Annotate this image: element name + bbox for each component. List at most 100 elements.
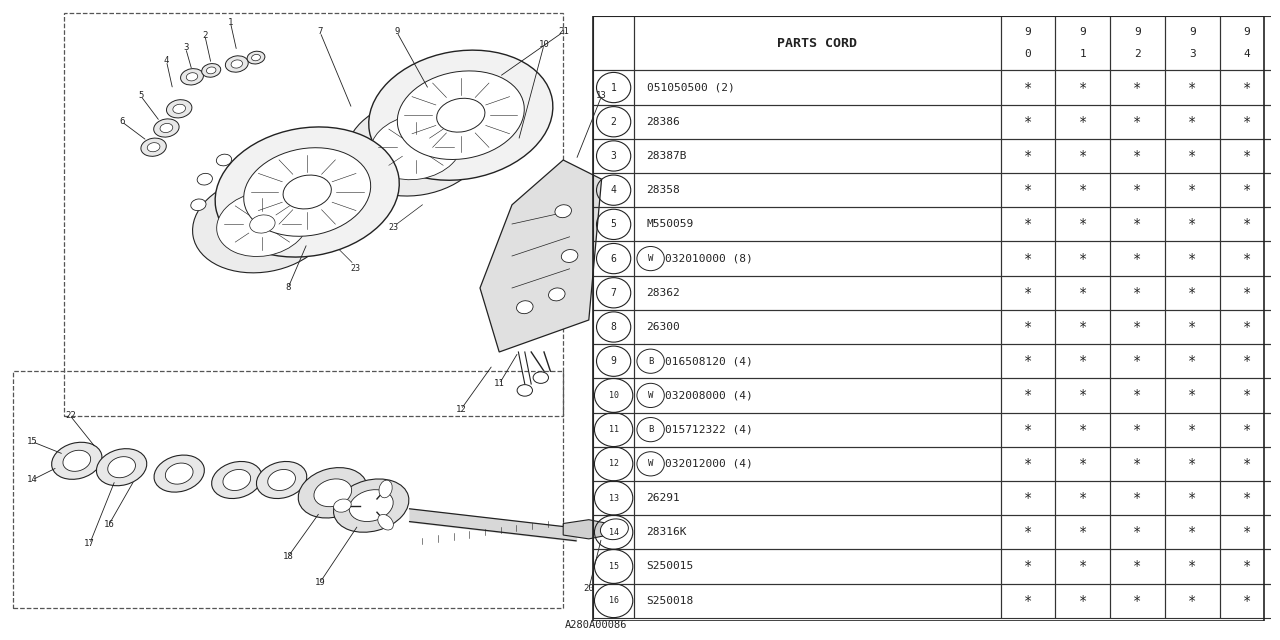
Bar	[1220, 413, 1275, 447]
Bar	[634, 105, 1001, 139]
Text: 9: 9	[1134, 28, 1140, 37]
Bar	[634, 173, 1001, 207]
Text: 12: 12	[608, 460, 618, 468]
Bar	[593, 584, 634, 618]
Bar	[1220, 378, 1275, 413]
Text: 051050500 (2): 051050500 (2)	[646, 83, 735, 93]
Bar	[1165, 139, 1220, 173]
Text: *: *	[1243, 525, 1252, 540]
Bar	[634, 481, 1001, 515]
Ellipse shape	[549, 288, 564, 301]
Text: *: *	[1024, 218, 1032, 232]
Ellipse shape	[215, 127, 399, 257]
Text: 4: 4	[611, 185, 617, 195]
Text: 7: 7	[317, 28, 323, 36]
Text: 14: 14	[608, 528, 618, 537]
Bar	[634, 413, 1001, 447]
Text: *: *	[1024, 354, 1032, 368]
Bar	[1001, 70, 1055, 105]
Text: *: *	[1188, 559, 1197, 573]
Ellipse shape	[600, 519, 628, 540]
Bar	[1055, 515, 1110, 549]
Bar	[1165, 70, 1220, 105]
Bar	[1001, 481, 1055, 515]
Text: 5: 5	[138, 92, 143, 100]
Bar	[1001, 413, 1055, 447]
Bar	[1110, 481, 1165, 515]
Text: *: *	[1133, 149, 1142, 163]
Bar	[1110, 241, 1165, 276]
Text: *: *	[1024, 422, 1032, 436]
Bar	[1110, 378, 1165, 413]
Text: *: *	[1079, 149, 1087, 163]
Text: *: *	[1079, 491, 1087, 505]
Text: 12: 12	[456, 405, 466, 414]
Bar	[1001, 344, 1055, 378]
Text: *: *	[1243, 491, 1252, 505]
Bar	[1001, 207, 1055, 241]
Text: *: *	[1024, 388, 1032, 403]
Text: *: *	[1188, 115, 1197, 129]
Bar	[1055, 70, 1110, 105]
Text: *: *	[1133, 559, 1142, 573]
Text: 26300: 26300	[646, 322, 680, 332]
Text: 016508120 (4): 016508120 (4)	[666, 356, 753, 366]
Text: 14: 14	[27, 476, 37, 484]
Bar	[634, 241, 1001, 276]
Bar	[593, 70, 634, 105]
Text: 15: 15	[27, 437, 37, 446]
Text: *: *	[1188, 354, 1197, 368]
Text: *: *	[1188, 491, 1197, 505]
Bar	[1001, 310, 1055, 344]
Ellipse shape	[165, 463, 193, 484]
Text: *: *	[1188, 422, 1197, 436]
Ellipse shape	[250, 215, 275, 233]
Text: *: *	[1024, 594, 1032, 607]
Ellipse shape	[108, 457, 136, 477]
Ellipse shape	[243, 148, 371, 236]
Text: *: *	[1243, 81, 1252, 95]
Text: 13: 13	[596, 92, 607, 100]
Text: 26291: 26291	[646, 493, 680, 503]
Text: 3: 3	[1189, 49, 1196, 59]
Text: *: *	[1133, 422, 1142, 436]
Bar	[1220, 584, 1275, 618]
Ellipse shape	[283, 175, 332, 209]
Bar	[1055, 173, 1110, 207]
Bar	[593, 344, 634, 378]
Bar	[1055, 584, 1110, 618]
Bar	[593, 276, 634, 310]
Text: *: *	[1188, 388, 1197, 403]
Bar	[1110, 515, 1165, 549]
Bar	[1165, 378, 1220, 413]
Ellipse shape	[154, 455, 205, 492]
Text: *: *	[1133, 115, 1142, 129]
Bar	[1165, 584, 1220, 618]
Text: 6: 6	[611, 253, 617, 264]
Text: 2: 2	[611, 116, 617, 127]
Text: 15: 15	[608, 562, 618, 571]
Bar	[1055, 139, 1110, 173]
Text: *: *	[1024, 491, 1032, 505]
Text: *: *	[1188, 81, 1197, 95]
Bar	[1055, 344, 1110, 378]
Text: *: *	[1188, 320, 1197, 334]
Ellipse shape	[397, 71, 525, 159]
Text: *: *	[1133, 252, 1142, 266]
Text: *: *	[1243, 320, 1252, 334]
Bar	[1220, 481, 1275, 515]
Text: 10: 10	[539, 40, 549, 49]
Text: *: *	[1079, 422, 1087, 436]
Ellipse shape	[370, 115, 462, 180]
Ellipse shape	[187, 73, 197, 81]
Text: *: *	[1243, 422, 1252, 436]
Text: *: *	[1243, 218, 1252, 232]
Text: 20: 20	[584, 584, 594, 593]
Ellipse shape	[252, 54, 260, 61]
Ellipse shape	[192, 175, 333, 273]
Bar	[1165, 447, 1220, 481]
Bar	[634, 515, 1001, 549]
Text: 18: 18	[283, 552, 293, 561]
Text: 9: 9	[1079, 28, 1087, 37]
Text: *: *	[1079, 354, 1087, 368]
